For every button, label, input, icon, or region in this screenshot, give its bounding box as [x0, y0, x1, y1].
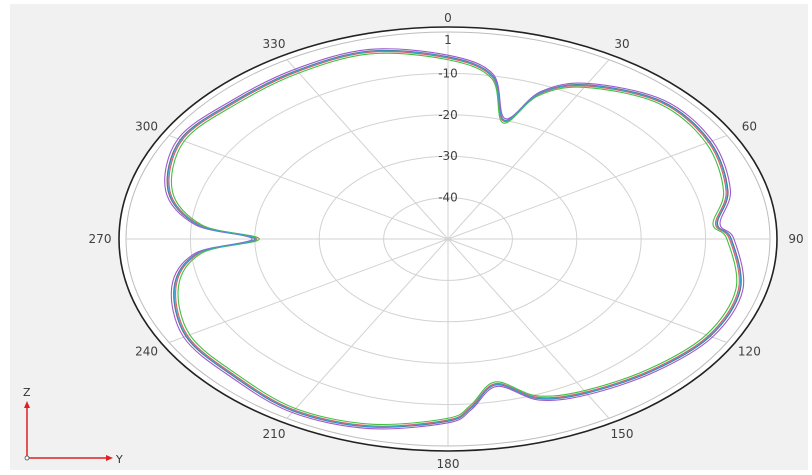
grid-spoke	[447, 135, 728, 240]
grid-spoke	[447, 238, 610, 419]
grid-spoke	[168, 238, 449, 343]
grid-spoke	[447, 59, 610, 240]
y-axis-arrowhead	[106, 455, 113, 461]
radial-tick-label: -40	[438, 191, 458, 205]
series-line-3	[168, 51, 740, 427]
z-axis-label: Z	[23, 386, 31, 399]
angle-tick-label: 60	[742, 120, 757, 134]
axis-indicator: Z Y	[23, 386, 123, 466]
angle-tick-label: 240	[135, 345, 158, 359]
grid-layer	[118, 26, 778, 452]
angle-tick-label: 90	[788, 232, 803, 246]
series-line-5	[167, 50, 742, 428]
grid-spoke	[286, 238, 449, 419]
grid-spoke	[168, 135, 449, 240]
y-axis-label: Y	[115, 453, 123, 466]
series-line-2	[164, 48, 745, 430]
angle-tick-label: 210	[263, 427, 286, 441]
angle-tick-label: 270	[89, 232, 112, 246]
angle-tick-label: 180	[437, 457, 460, 471]
angle-tick-label: 150	[611, 427, 634, 441]
angle-tick-label: 30	[614, 37, 629, 51]
angle-tick-label: 0	[444, 11, 452, 25]
grid-spoke	[286, 59, 449, 240]
radial-tick-label: 1	[444, 33, 452, 47]
axis-origin	[24, 455, 30, 461]
series-line-4	[170, 52, 738, 426]
label-layer: 0 30 60 90 120 150 180 210 240 270 300 330 -40 -30 -20…	[89, 11, 804, 471]
radial-tick-label: -10	[438, 66, 458, 80]
radial-tick-label: -30	[438, 149, 458, 163]
grid-spoke	[447, 238, 728, 343]
radial-tick-label: -20	[438, 108, 458, 122]
z-axis-arrowhead	[24, 401, 30, 408]
angle-tick-label: 120	[738, 345, 761, 359]
angle-tick-label: 300	[135, 120, 158, 134]
angle-tick-label: 330	[263, 37, 286, 51]
series-layer	[164, 48, 745, 430]
